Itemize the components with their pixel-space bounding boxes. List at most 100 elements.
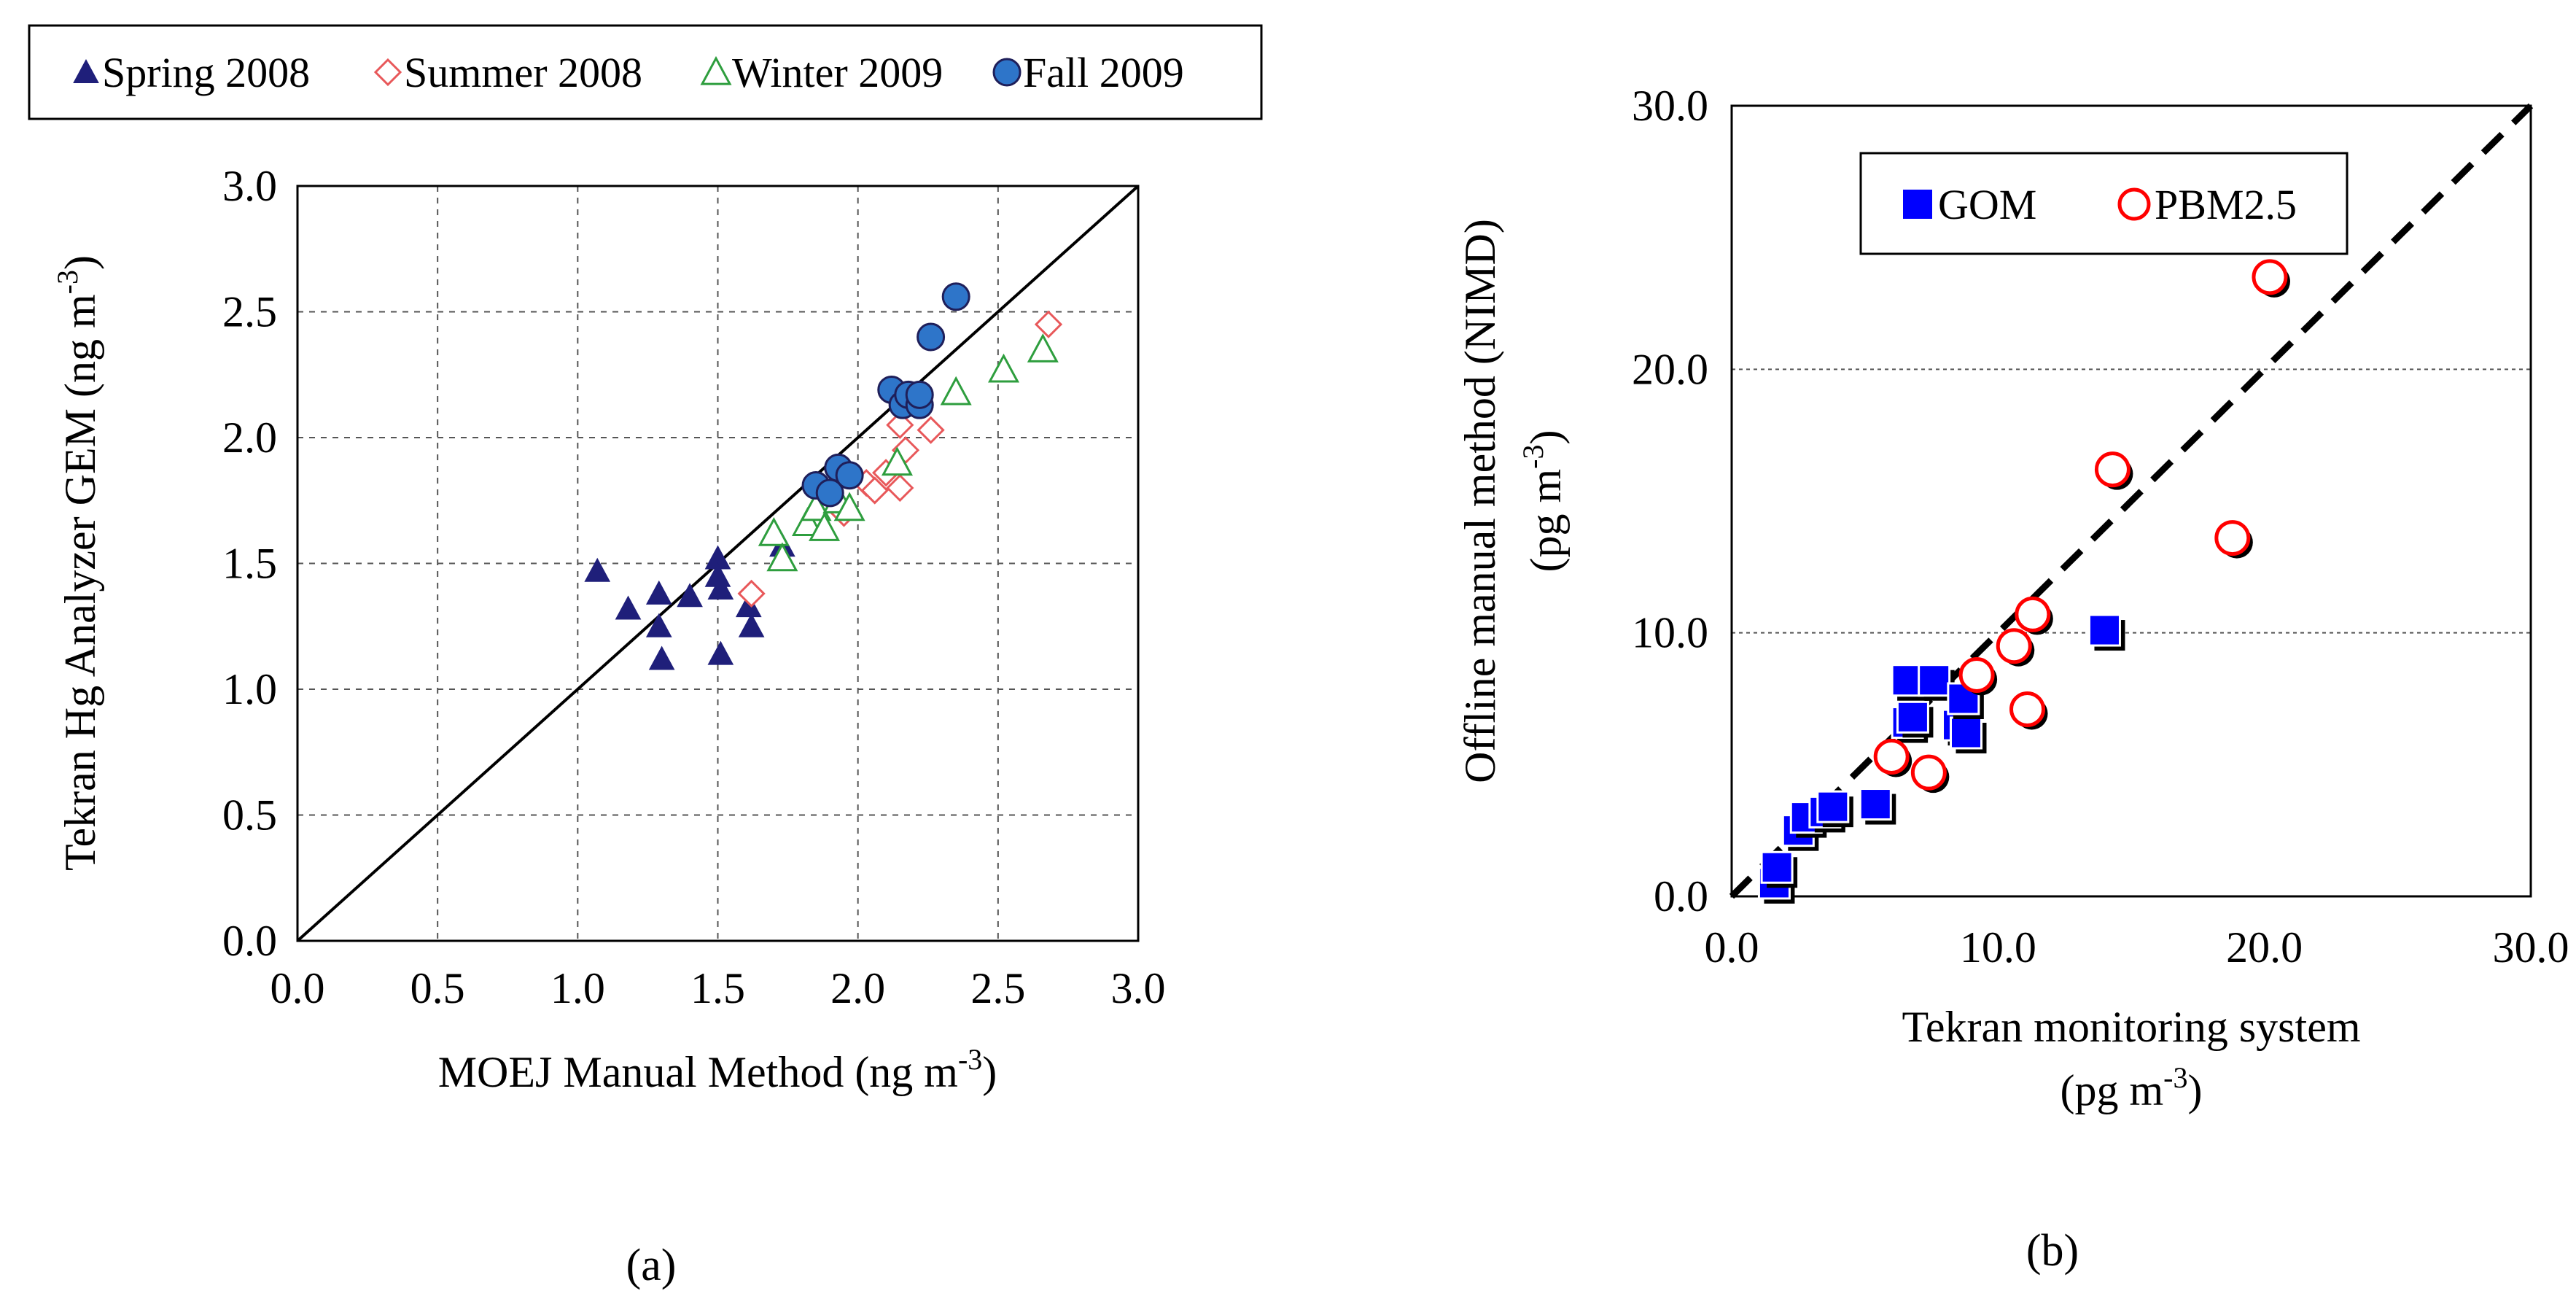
chart-b-point-pbm2-5 (1873, 738, 1912, 777)
chart-b-point-pbm2-5 (2009, 691, 2048, 730)
chart-a-x-tick-label: 2.5 (970, 964, 1025, 1012)
chart-b-point-gom (1760, 850, 1798, 888)
chart-a-point-fall-2009 (941, 282, 970, 311)
chart-a-y-axis-label: Tekran Hg Analyzer GEM (ng m-3) (51, 255, 104, 871)
chart-a-legend-symbol-fall-2009 (992, 58, 1022, 87)
chart-a-point-spring-2008 (615, 595, 642, 620)
chart-b-legend-symbol-gom (1903, 190, 1932, 219)
panel-b-label: (b) (2026, 1226, 2079, 1276)
chart-b-grid (1732, 368, 2531, 634)
chart-a-point-winter-2009 (766, 542, 798, 572)
chart-a-series-spring-2008 (584, 532, 795, 670)
chart-a-point-spring-2008 (645, 613, 672, 637)
chart-b-point-gom (1896, 700, 1934, 738)
chart-b-legend-symbol-pbm2-5 (2117, 187, 2151, 221)
chart-a-point-summer-2008 (886, 473, 914, 503)
chart-b-y-tick-label: 10.0 (1632, 609, 1708, 657)
chart-b-point-gom (1947, 682, 1984, 719)
chart-b-point-gom (1859, 788, 1896, 825)
chart-a-series-fall-2009 (801, 282, 970, 508)
chart-a-point-spring-2008 (677, 583, 703, 608)
chart-a-y-tick-label: 2.5 (222, 288, 277, 336)
chart-b-y-axis-label-line2: (pg m-3) (1517, 430, 1570, 573)
chart-a-y-tick-label: 0.0 (222, 917, 277, 965)
chart-b-y-tick-label: 30.0 (1632, 82, 1708, 130)
chart-a-series-winter-2009 (758, 333, 1059, 572)
chart-a-legend-item-spring-2008: Spring 2008 (73, 49, 310, 96)
chart-b-y-tick-label: 20.0 (1632, 345, 1708, 393)
chart-b-legend-item-gom: GOM (1903, 181, 2036, 228)
chart-a-legend-item-fall-2009: Fall 2009 (992, 49, 1184, 96)
chart-b-y-axis-label-line1: Offline manual method (NIMD) (1456, 219, 1504, 783)
chart-a-y-tick-label: 0.5 (222, 791, 277, 839)
chart-b-x-tick-label: 20.0 (2226, 923, 2303, 971)
chart-b-x-tick-label: 0.0 (1705, 923, 1759, 971)
chart-a-legend-items: Spring 2008 Summer 2008 Winter 2009 Fall 20… (73, 49, 1184, 96)
chart-a-point-summer-2008 (737, 579, 766, 608)
chart-a-point-spring-2008 (584, 557, 611, 582)
chart-a-point-fall-2009 (917, 322, 946, 352)
chart-b-legend-label-gom: GOM (1938, 181, 2036, 228)
chart-a-x-tick-label: 2.0 (830, 964, 885, 1012)
chart-b-legend-item-pbm2-5: PBM2.5 (2117, 181, 2297, 228)
chart-a-point-spring-2008 (735, 593, 762, 618)
chart-a-legend-label-spring-2008: Spring 2008 (102, 49, 310, 96)
chart-a-legend-item-winter-2009: Winter 2009 (700, 49, 943, 96)
chart-a-x-tick-label: 0.0 (271, 964, 325, 1012)
chart-a-point-winter-2009 (833, 492, 865, 521)
chart-a-point-spring-2008 (645, 580, 672, 605)
chart-a-point-spring-2008 (707, 575, 734, 600)
chart-a-legend-label-fall-2009: Fall 2009 (1023, 49, 1184, 96)
chart-b-legend-label-pbm2-5: PBM2.5 (2155, 181, 2297, 228)
chart-a-point-winter-2009 (809, 512, 841, 541)
chart-a-point-winter-2009 (940, 376, 972, 406)
chart-a-legend-symbol-summer-2008 (373, 58, 402, 87)
chart-b-tick-labels: 0.0 10.0 20.0 30.0 0.0 10.0 20.0 30.0 (1632, 82, 2569, 971)
chart-b-point-pbm2-5 (2015, 596, 2053, 635)
chart-b-point-gom (1816, 790, 1853, 828)
panel-a-label: (a) (626, 1241, 677, 1290)
chart-b-marks (1757, 259, 2290, 904)
chart-a-point-spring-2008 (707, 640, 734, 665)
chart-b: 0.0 10.0 20.0 30.0 0.0 10.0 20.0 30.0 GOM PBM2.5… (1456, 82, 2569, 1276)
chart-a-legend-symbol-winter-2009 (700, 55, 732, 85)
chart-a-point-fall-2009 (905, 380, 934, 409)
chart-a-x-tick-label: 0.5 (410, 964, 465, 1012)
chart-a-point-winter-2009 (988, 353, 1020, 383)
chart-b-point-gom (1949, 716, 1987, 753)
chart-b-point-pbm2-5 (2214, 520, 2253, 559)
chart-b-x-tick-label: 10.0 (1960, 923, 2036, 971)
chart-a-point-summer-2008 (860, 476, 889, 505)
chart-a-point-summer-2008 (1034, 310, 1063, 338)
chart-b-point-pbm2-5 (1958, 656, 1998, 696)
chart-b-legend-items: GOM PBM2.5 (1903, 181, 2297, 228)
chart-a-point-winter-2009 (1027, 333, 1059, 362)
chart-b-series-pbm2-5 (1873, 259, 2290, 794)
chart-a-frame (296, 185, 1140, 942)
chart-a-legend-symbol-spring-2008 (73, 58, 99, 83)
chart-b-x-tick-label: 30.0 (2493, 923, 2569, 971)
chart-a-point-fall-2009 (835, 461, 864, 490)
chart-b-point-pbm2-5 (1996, 628, 2035, 667)
chart-a-point-fall-2009 (815, 478, 844, 508)
chart-b-point-pbm2-5 (2094, 451, 2133, 490)
chart-a-y-tick-label: 1.0 (222, 665, 277, 713)
chart-a-legend-item-summer-2008: Summer 2008 (373, 49, 642, 96)
chart-b-point-pbm2-5 (1910, 754, 1950, 794)
chart-b-series-gom (1757, 613, 2125, 904)
chart-a-point-spring-2008 (648, 645, 675, 670)
chart-b-x-axis-label-line2: (pg m-3) (2061, 1061, 2203, 1114)
chart-a-x-tick-label: 1.0 (550, 964, 605, 1012)
chart-b-point-pbm2-5 (2252, 259, 2290, 298)
chart-b-point-gom (2087, 613, 2125, 651)
chart-a-x-tick-label: 3.0 (1111, 964, 1166, 1012)
chart-a-y-tick-label: 2.0 (222, 414, 277, 462)
chart-a-point-winter-2009 (881, 446, 913, 476)
chart-a-point-winter-2009 (791, 507, 824, 536)
chart-b-one-to-one-line (1729, 103, 2534, 899)
chart-b-y-tick-label: 0.0 (1654, 872, 1708, 920)
chart-b-frame (1730, 104, 2532, 898)
chart-b-reference-line (1729, 103, 2534, 899)
chart-a-point-spring-2008 (738, 613, 765, 637)
